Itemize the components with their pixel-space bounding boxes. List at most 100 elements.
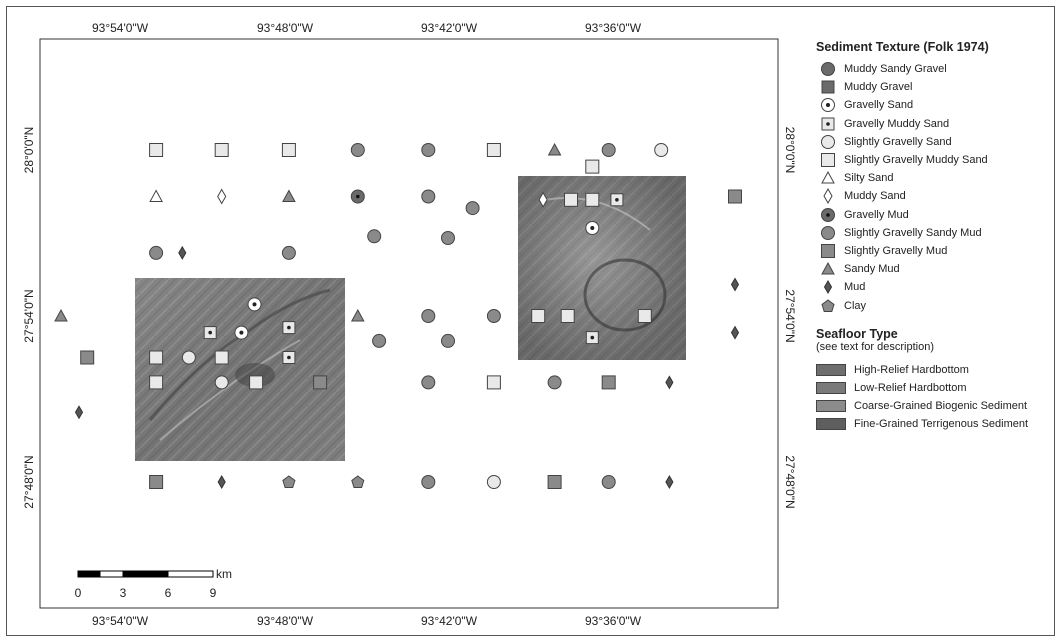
sample-point-slightly-gravelly-sandy-mud[interactable] (350, 143, 365, 157)
legend-item-muddy-gravel: Muddy Gravel (816, 78, 1056, 96)
scale-tick: 6 (165, 586, 172, 600)
sample-point-mud[interactable] (217, 475, 226, 489)
sample-point-slightly-gravelly-sand[interactable] (181, 350, 196, 365)
sample-point-slightly-gravelly-sandy-mud[interactable] (547, 375, 562, 390)
sample-point-mud[interactable] (665, 375, 674, 390)
legend-seafloor-item: Fine-Grained Terrigenous Sediment (816, 415, 1056, 433)
sample-point-mud[interactable] (730, 325, 740, 340)
axis-left-label: 27°48'0"N (22, 455, 36, 508)
sample-point-gravelly-muddy-sand[interactable] (282, 351, 296, 364)
legend-item-gravelly-sand: Gravelly Sand (816, 96, 1056, 114)
sample-point-slightly-gravelly-sandy-mud[interactable] (421, 143, 436, 157)
sample-point-slightly-gravelly-muddy-sand[interactable] (214, 350, 229, 365)
axis-right-label: 27°48'0"N (783, 455, 797, 508)
sample-point-slightly-gravelly-muddy-sand[interactable] (281, 143, 296, 157)
sample-point-slightly-gravelly-mud[interactable] (728, 189, 742, 204)
sample-point-slightly-gravelly-muddy-sand[interactable] (149, 143, 164, 157)
legend-item-label: Sandy Mud (844, 263, 900, 276)
sample-point-slightly-gravelly-muddy-sand[interactable] (585, 192, 600, 207)
sample-point-muddy-sand[interactable] (538, 191, 548, 208)
sample-point-slightly-gravelly-sandy-mud[interactable] (421, 375, 436, 390)
sample-point-gravelly-muddy-sand[interactable] (203, 326, 217, 340)
sample-point-sandy-mud[interactable] (54, 308, 68, 322)
sample-point-mud[interactable] (74, 405, 84, 420)
sample-point-slightly-gravelly-sandy-mud[interactable] (149, 245, 164, 260)
sample-point-clay[interactable] (351, 475, 365, 488)
sample-point-gravelly-sand[interactable] (585, 221, 600, 235)
sample-point-slightly-gravelly-sand[interactable] (214, 375, 229, 390)
sample-point-mud[interactable] (178, 245, 187, 260)
sample-point-gravelly-muddy-sand[interactable] (610, 193, 624, 207)
sample-point-slightly-gravelly-muddy-sand[interactable] (637, 309, 652, 323)
sample-point-slightly-gravelly-sandy-mud[interactable] (486, 309, 501, 323)
sample-point-gravelly-muddy-sand[interactable] (282, 321, 296, 335)
legend-item-sandy-mud: Sandy Mud (816, 260, 1056, 278)
sample-point-slightly-gravelly-mud[interactable] (80, 350, 95, 365)
mud-icon (816, 279, 844, 295)
sample-point-mud[interactable] (730, 277, 740, 292)
sample-point-mud[interactable] (665, 475, 674, 489)
sample-point-slightly-gravelly-muddy-sand[interactable] (249, 375, 264, 390)
seafloor-swatch (816, 400, 846, 413)
sample-point-slightly-gravelly-muddy-sand[interactable] (560, 309, 575, 323)
axis-right-label: 28°0'0"N (783, 127, 797, 174)
legend-item-label: Mud (844, 281, 866, 294)
legend-item-slightly-gravelly-sandy-mud: Slightly Gravelly Sandy Mud (816, 224, 1056, 242)
sample-point-slightly-gravelly-sandy-mud[interactable] (367, 229, 382, 244)
sample-point-slightly-gravelly-sand[interactable] (486, 475, 501, 489)
sample-point-gravelly-sand[interactable] (247, 297, 262, 312)
texture-legend-list: Muddy Sandy Gravel Muddy Gravel Gravelly S… (816, 60, 1056, 315)
axis-bottom-label: 93°36'0"W (585, 614, 642, 628)
sample-point-sandy-mud[interactable] (282, 189, 296, 202)
sample-point-slightly-gravelly-muddy-sand[interactable] (564, 192, 578, 207)
sample-point-gravelly-mud[interactable] (350, 189, 365, 204)
legend-seafloor-label: High-Relief Hardbottom (854, 363, 969, 376)
legend-item-muddy-sandy-gravel: Muddy Sandy Gravel (816, 60, 1056, 78)
legend-item-label: Slightly Gravelly Muddy Sand (844, 154, 988, 167)
scale-tick: 3 (120, 586, 127, 600)
sample-point-sandy-mud[interactable] (350, 308, 365, 322)
sample-point-slightly-gravelly-sandy-mud[interactable] (465, 201, 480, 216)
sample-point-slightly-gravelly-muddy-sand[interactable] (486, 375, 501, 390)
sample-point-slightly-gravelly-muddy-sand[interactable] (214, 143, 229, 157)
legend-seafloor-title: Seafloor Type (816, 326, 898, 341)
legend-item-label: Slightly Gravelly Sand (844, 135, 952, 148)
legend-seafloor-subtitle: (see text for description) (816, 340, 934, 353)
axis-bottom-label: 93°54'0"W (92, 614, 149, 628)
sample-point-slightly-gravelly-muddy-sand[interactable] (486, 143, 501, 157)
sample-point-slightly-gravelly-sandy-mud[interactable] (441, 333, 455, 348)
sample-point-gravelly-sand[interactable] (234, 325, 249, 340)
sample-point-slightly-gravelly-sandy-mud[interactable] (421, 475, 436, 489)
axis-left-labels: 28°0'0"N 27°54'0"N 27°48'0"N (22, 127, 36, 509)
sample-point-slightly-gravelly-sandy-mud[interactable] (601, 143, 616, 157)
sample-points-layer (54, 142, 742, 489)
sample-point-gravelly-muddy-sand[interactable] (585, 331, 599, 345)
seafloor-swatch (816, 363, 846, 376)
sample-point-sandy-mud[interactable] (547, 142, 562, 156)
sample-point-slightly-gravelly-mud[interactable] (547, 475, 562, 489)
sample-point-slightly-gravelly-mud[interactable] (313, 375, 328, 390)
sample-point-slightly-gravelly-sandy-mud[interactable] (421, 189, 436, 204)
sample-point-slightly-gravelly-muddy-sand[interactable] (585, 159, 600, 174)
sample-point-slightly-gravelly-sandy-mud[interactable] (601, 475, 616, 489)
sample-point-slightly-gravelly-muddy-sand[interactable] (531, 309, 546, 323)
legend-seafloor-item: Low-Relief Hardbottom (816, 379, 1056, 397)
legend: Sediment Texture (Folk 1974) Muddy Sandy… (816, 40, 1056, 433)
sample-point-slightly-gravelly-sandy-mud[interactable] (441, 231, 455, 245)
sample-point-slightly-gravelly-sand[interactable] (654, 143, 669, 157)
sample-point-slightly-gravelly-mud[interactable] (601, 375, 616, 390)
sample-point-slightly-gravelly-muddy-sand[interactable] (149, 375, 164, 390)
slightly-gravelly-sand-icon (816, 134, 844, 150)
sample-point-muddy-sand[interactable] (217, 188, 227, 205)
sample-point-silty-sand[interactable] (149, 189, 163, 202)
sample-point-slightly-gravelly-muddy-sand[interactable] (149, 350, 164, 365)
sample-point-slightly-gravelly-sandy-mud[interactable] (372, 333, 387, 348)
sample-point-slightly-gravelly-mud[interactable] (149, 475, 164, 489)
sample-point-slightly-gravelly-sandy-mud[interactable] (421, 309, 436, 323)
sample-point-clay[interactable] (282, 475, 296, 488)
legend-item-label: Gravelly Sand (844, 99, 914, 112)
axis-bottom-labels: 93°54'0"W 93°48'0"W 93°42'0"W 93°36'0"W (92, 614, 642, 628)
axis-right-label: 27°54'0"N (783, 289, 797, 342)
sample-point-slightly-gravelly-sandy-mud[interactable] (281, 245, 296, 260)
